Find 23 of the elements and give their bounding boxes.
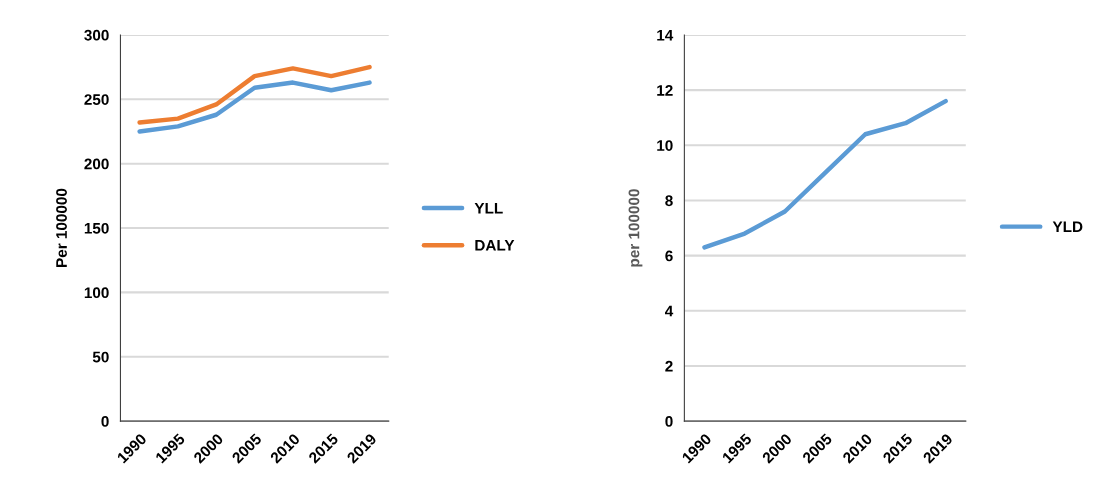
y-tick-label: 0 [665,416,673,427]
y-tick-label: 150 [84,222,109,234]
y-tick-label: 14 [657,29,674,41]
y-tick-label: 10 [657,140,673,151]
y-tick-label: 12 [657,84,673,96]
y-tick-label: 300 [84,29,109,41]
y-tick-label: 200 [84,158,109,170]
legend-label: YLL [474,202,503,214]
y-tick-label: 50 [92,351,109,363]
y-tick-label: 100 [84,287,109,299]
legend-label: DALY [475,240,515,251]
y-axis-title: per 100000 [628,189,643,267]
y-tick-label: 250 [84,94,109,105]
y-tick-label: 6 [665,250,673,262]
y-tick-label: 4 [665,305,674,317]
y-tick-label: 0 [101,416,109,427]
line-series [137,64,372,125]
legend-label: YLD [1052,221,1083,232]
line-series [702,98,948,250]
y-tick-label: 8 [665,195,673,207]
y-tick-label: 2 [665,360,673,372]
line-series [137,80,372,134]
y-axis-title: Per 100000 [56,188,67,267]
